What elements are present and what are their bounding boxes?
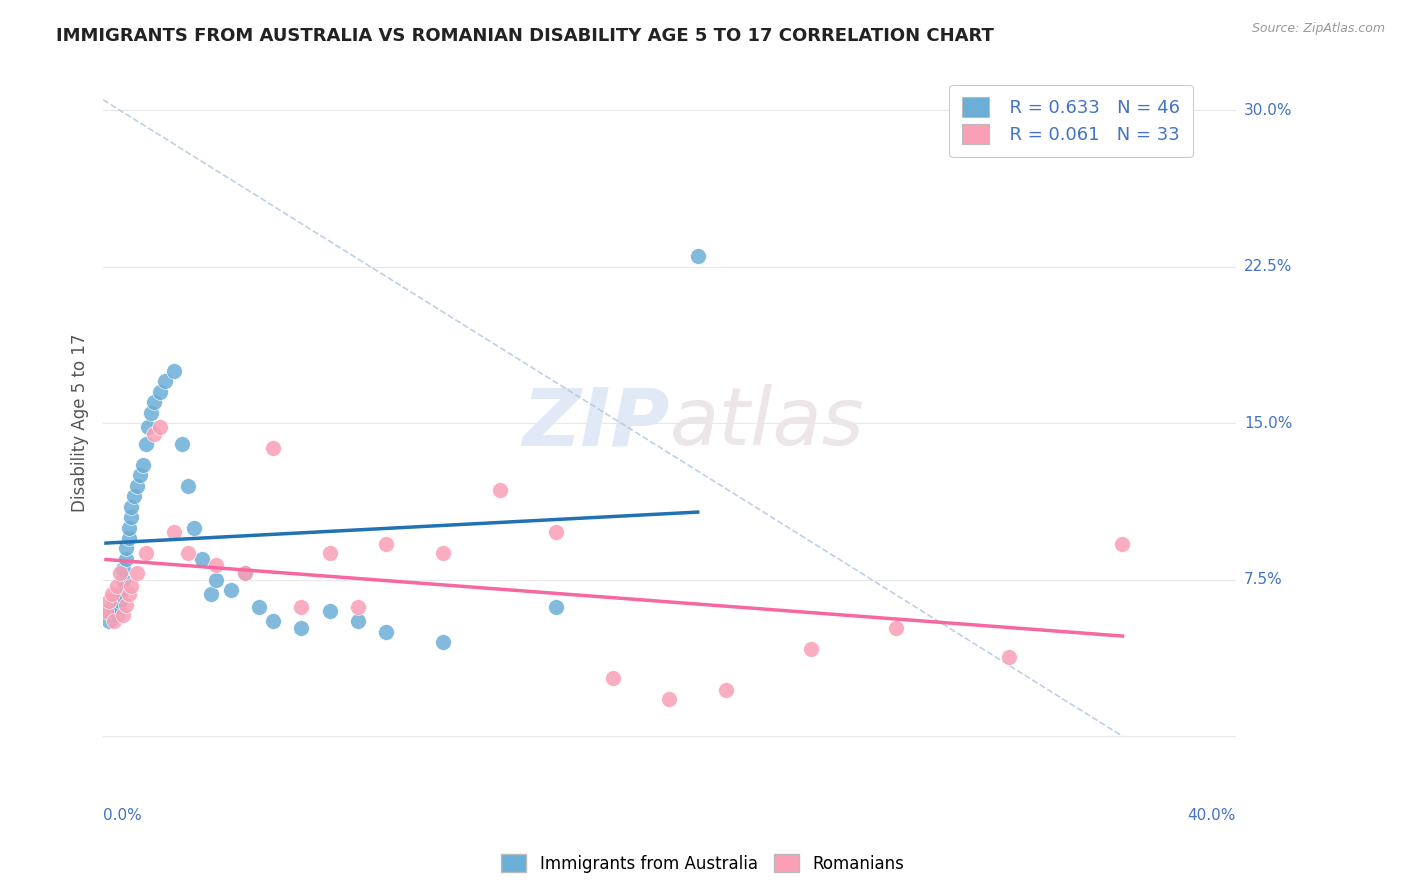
Point [233,566,256,581]
Point [318,604,340,618]
Point [488,483,510,497]
Point [205,573,228,587]
Point [177,479,200,493]
Point [262,442,284,456]
Point [94,604,117,618]
Point [117,531,139,545]
Point [149,384,172,399]
Point [138,420,160,434]
Point [200,587,222,601]
Point [100,608,122,623]
Text: Source: ZipAtlas.com: Source: ZipAtlas.com [1251,22,1385,36]
Text: 22.5%: 22.5% [1244,260,1292,274]
Point [686,249,709,263]
Point [546,524,568,539]
Point [117,520,139,534]
Point [163,524,186,539]
Point [432,635,454,649]
Point [105,608,128,623]
Point [233,566,256,581]
Point [546,599,568,614]
Point [108,587,131,601]
Point [262,615,284,629]
Text: IMMIGRANTS FROM AUSTRALIA VS ROMANIAN DISABILITY AGE 5 TO 17 CORRELATION CHART: IMMIGRANTS FROM AUSTRALIA VS ROMANIAN DI… [56,27,994,45]
Point [97,615,120,629]
Point [177,545,200,559]
Point [191,552,214,566]
Legend:   R = 0.633   N = 46,   R = 0.061   N = 33: R = 0.633 N = 46, R = 0.061 N = 33 [949,85,1192,157]
Point [141,406,163,420]
Point [108,593,131,607]
Point [135,437,157,451]
Point [155,375,177,389]
Text: 0.0%: 0.0% [103,808,142,823]
Point [97,593,120,607]
Point [120,579,142,593]
Point [172,437,194,451]
Point [100,599,122,614]
Point [111,608,134,623]
Point [120,510,142,524]
Legend: Immigrants from Australia, Romanians: Immigrants from Australia, Romanians [495,847,911,880]
Point [602,671,624,685]
Point [129,468,152,483]
Text: ZIP: ZIP [522,384,669,462]
Point [94,604,117,618]
Point [183,520,205,534]
Point [149,420,172,434]
Point [114,552,136,566]
Point [103,604,125,618]
Point [347,599,370,614]
Point [998,649,1021,664]
Point [111,562,134,576]
Point [1111,537,1133,551]
Point [111,573,134,587]
Point [105,599,128,614]
Point [143,426,166,441]
Point [658,691,681,706]
Point [143,395,166,409]
Point [318,545,340,559]
Point [205,558,228,573]
Point [117,587,139,601]
Point [375,624,398,639]
Text: 40.0%: 40.0% [1188,808,1236,823]
Point [114,541,136,556]
Point [135,545,157,559]
Point [290,599,312,614]
Point [432,545,454,559]
Point [114,598,136,612]
Text: 15.0%: 15.0% [1244,416,1292,431]
Text: atlas: atlas [669,384,865,462]
Point [800,641,823,656]
Point [375,537,398,551]
Point [132,458,155,472]
Point [100,587,122,601]
Point [108,566,131,581]
Text: 7.5%: 7.5% [1244,572,1282,587]
Point [120,500,142,514]
Point [347,615,370,629]
Point [103,615,125,629]
Point [127,566,149,581]
Y-axis label: Disability Age 5 to 17: Disability Age 5 to 17 [72,334,89,513]
Point [103,593,125,607]
Point [219,583,242,598]
Point [247,599,270,614]
Point [290,621,312,635]
Point [163,364,186,378]
Point [884,621,907,635]
Point [105,579,128,593]
Text: 30.0%: 30.0% [1244,103,1292,118]
Point [127,479,149,493]
Point [124,489,146,503]
Point [714,683,737,698]
